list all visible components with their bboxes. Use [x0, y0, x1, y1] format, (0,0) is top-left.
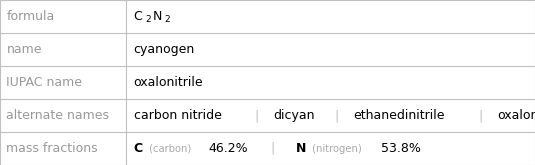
Text: oxalonitrile: oxalonitrile — [134, 76, 203, 89]
Text: oxalonitrile: oxalonitrile — [497, 109, 535, 122]
Text: |: | — [471, 109, 491, 122]
Text: dicyan: dicyan — [273, 109, 315, 122]
Text: 46.2%: 46.2% — [208, 142, 248, 155]
Text: alternate names: alternate names — [6, 109, 110, 122]
Text: IUPAC name: IUPAC name — [6, 76, 82, 89]
Text: cyanogen: cyanogen — [134, 43, 195, 56]
Text: |: | — [259, 142, 287, 155]
Text: carbon nitride: carbon nitride — [134, 109, 221, 122]
Text: formula: formula — [6, 10, 55, 23]
Text: C: C — [134, 10, 142, 23]
Text: (carbon): (carbon) — [146, 144, 194, 153]
Text: 2: 2 — [164, 15, 170, 24]
Text: |: | — [247, 109, 268, 122]
Text: name: name — [6, 43, 42, 56]
Text: mass fractions: mass fractions — [6, 142, 98, 155]
Text: N: N — [295, 142, 306, 155]
Text: (nitrogen): (nitrogen) — [309, 144, 365, 153]
Text: N: N — [152, 10, 162, 23]
Text: C: C — [134, 142, 143, 155]
Text: ethanedinitrile: ethanedinitrile — [353, 109, 445, 122]
Text: |: | — [327, 109, 347, 122]
Text: 2: 2 — [145, 15, 151, 24]
Text: 53.8%: 53.8% — [381, 142, 421, 155]
